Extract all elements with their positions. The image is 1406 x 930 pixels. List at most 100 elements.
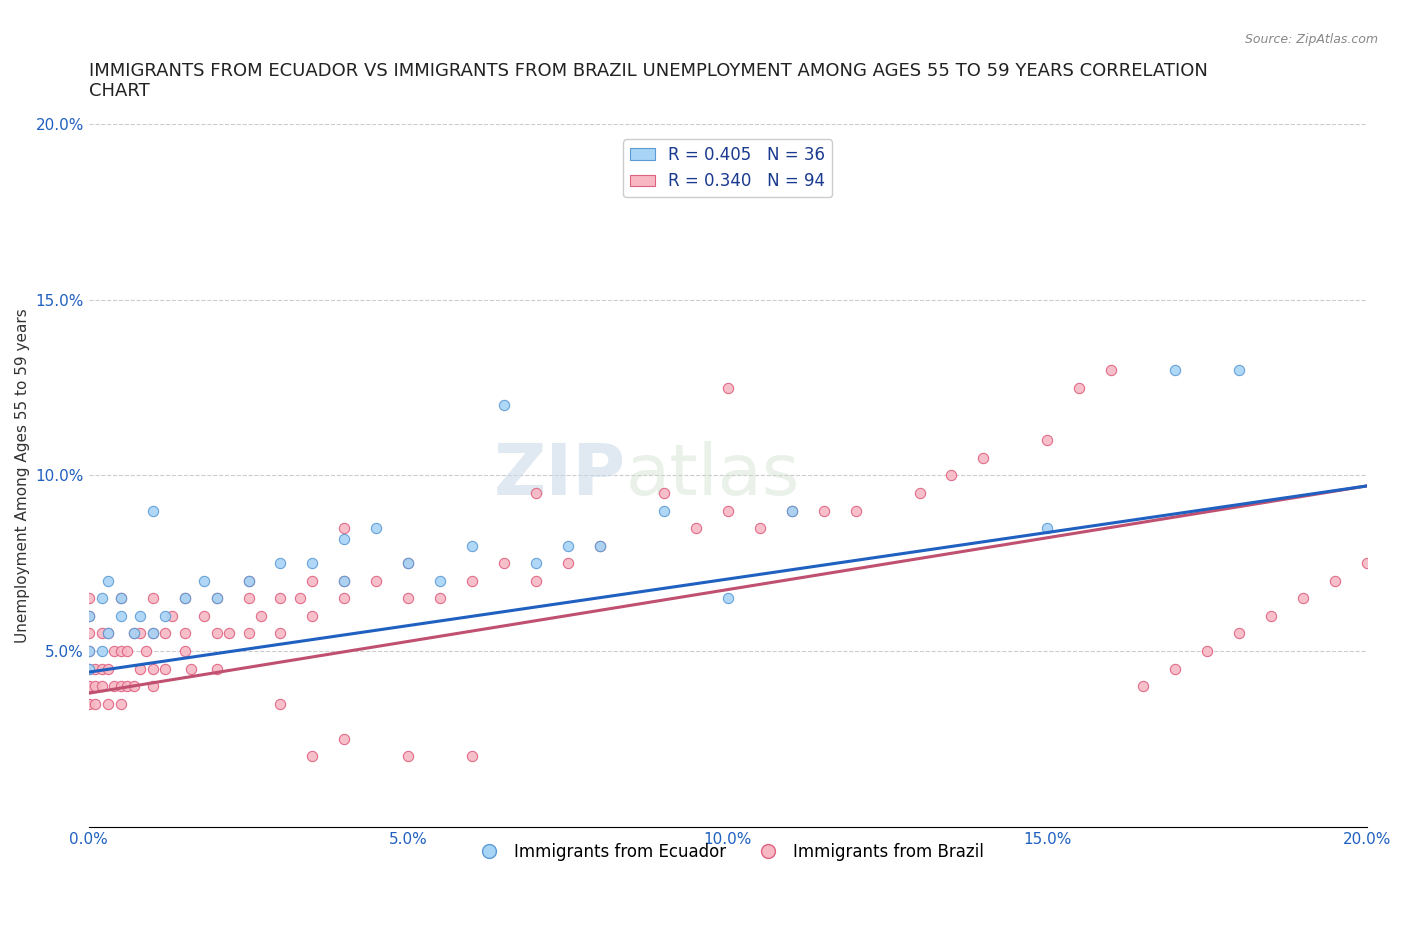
Point	[238, 591, 260, 605]
Point	[77, 697, 100, 711]
Point	[115, 679, 138, 694]
Point	[84, 697, 107, 711]
Point	[1197, 644, 1219, 658]
Point	[461, 538, 484, 553]
Point	[142, 679, 165, 694]
Point	[155, 608, 177, 623]
Point	[1036, 521, 1059, 536]
Point	[717, 503, 740, 518]
Point	[1099, 363, 1122, 378]
Point	[110, 591, 132, 605]
Point	[142, 626, 165, 641]
Point	[129, 626, 152, 641]
Point	[97, 661, 120, 676]
Point	[269, 556, 291, 571]
Point	[77, 644, 100, 658]
Point	[205, 591, 228, 605]
Point	[524, 574, 547, 589]
Point	[845, 503, 868, 518]
Point	[142, 591, 165, 605]
Point	[160, 608, 183, 623]
Point	[77, 626, 100, 641]
Point	[1069, 380, 1091, 395]
Point	[115, 644, 138, 658]
Point	[135, 644, 157, 658]
Point	[90, 661, 112, 676]
Point	[142, 626, 165, 641]
Point	[780, 503, 803, 518]
Point	[366, 521, 388, 536]
Point	[269, 697, 291, 711]
Point	[173, 644, 195, 658]
Point	[366, 574, 388, 589]
Point	[129, 661, 152, 676]
Point	[173, 626, 195, 641]
Point	[90, 591, 112, 605]
Point	[396, 591, 419, 605]
Point	[110, 591, 132, 605]
Point	[97, 574, 120, 589]
Point	[193, 608, 215, 623]
Point	[110, 608, 132, 623]
Point	[557, 538, 579, 553]
Point	[333, 574, 356, 589]
Point	[84, 679, 107, 694]
Point	[1132, 679, 1154, 694]
Point	[77, 608, 100, 623]
Point	[333, 591, 356, 605]
Point	[97, 697, 120, 711]
Point	[155, 661, 177, 676]
Point	[333, 574, 356, 589]
Point	[122, 626, 145, 641]
Point	[494, 556, 516, 571]
Point	[813, 503, 835, 518]
Point	[90, 644, 112, 658]
Point	[193, 574, 215, 589]
Point	[589, 538, 612, 553]
Point	[780, 503, 803, 518]
Point	[155, 626, 177, 641]
Point	[77, 608, 100, 623]
Point	[180, 661, 202, 676]
Text: IMMIGRANTS FROM ECUADOR VS IMMIGRANTS FROM BRAZIL UNEMPLOYMENT AMONG AGES 55 TO : IMMIGRANTS FROM ECUADOR VS IMMIGRANTS FR…	[89, 61, 1208, 100]
Legend: Immigrants from Ecuador, Immigrants from Brazil: Immigrants from Ecuador, Immigrants from…	[465, 836, 990, 868]
Point	[110, 644, 132, 658]
Point	[97, 626, 120, 641]
Point	[129, 608, 152, 623]
Point	[396, 749, 419, 764]
Point	[103, 679, 125, 694]
Point	[301, 574, 323, 589]
Point	[1227, 363, 1250, 378]
Point	[173, 591, 195, 605]
Point	[396, 556, 419, 571]
Point	[557, 556, 579, 571]
Point	[908, 485, 931, 500]
Point	[1355, 556, 1378, 571]
Point	[396, 556, 419, 571]
Point	[97, 626, 120, 641]
Point	[269, 591, 291, 605]
Point	[652, 485, 675, 500]
Text: ZIP: ZIP	[494, 441, 626, 510]
Point	[494, 398, 516, 413]
Point	[333, 731, 356, 746]
Point	[1323, 574, 1346, 589]
Point	[972, 450, 994, 465]
Point	[1164, 363, 1187, 378]
Point	[238, 574, 260, 589]
Point	[333, 531, 356, 546]
Text: atlas: atlas	[626, 441, 800, 510]
Point	[717, 380, 740, 395]
Point	[717, 591, 740, 605]
Point	[173, 591, 195, 605]
Point	[122, 679, 145, 694]
Point	[77, 661, 100, 676]
Point	[142, 503, 165, 518]
Point	[205, 661, 228, 676]
Point	[748, 521, 770, 536]
Point	[238, 626, 260, 641]
Point	[461, 749, 484, 764]
Point	[77, 644, 100, 658]
Point	[122, 626, 145, 641]
Point	[142, 661, 165, 676]
